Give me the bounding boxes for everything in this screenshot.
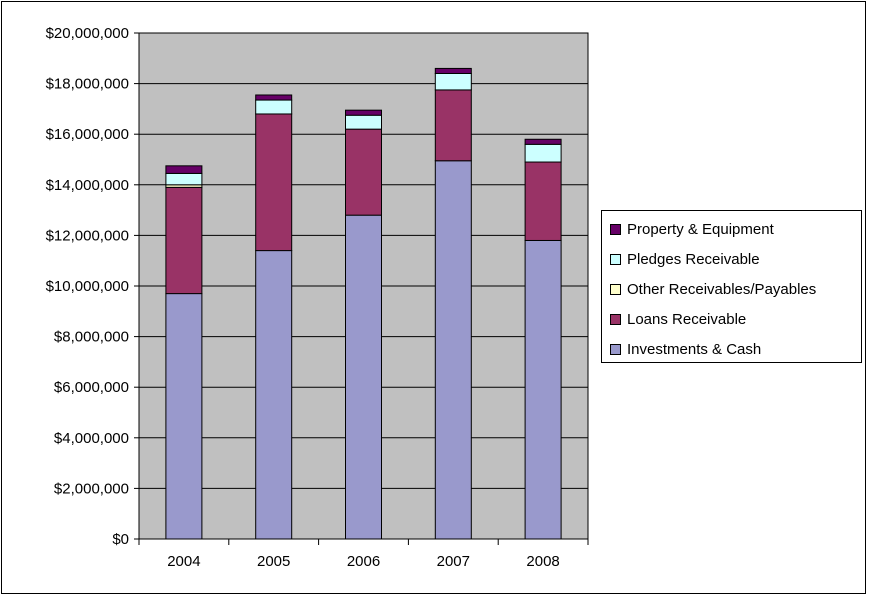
bar-segment xyxy=(434,72,472,91)
legend-label: Property & Equipment xyxy=(627,220,774,238)
legend-item: Property & Equipment xyxy=(610,219,774,239)
y-tick-label: $6,000,000 xyxy=(54,379,129,396)
legend-swatch xyxy=(610,313,621,325)
bar-stacks xyxy=(165,67,562,540)
legend-item: Loans Receivable xyxy=(610,309,746,329)
bar-segment xyxy=(345,128,382,216)
y-tick-label: $8,000,000 xyxy=(54,329,129,346)
bar-segment xyxy=(255,99,293,115)
y-tick-label: $2,000,000 xyxy=(54,480,129,497)
x-tick-label: 2005 xyxy=(257,553,290,570)
legend-label: Loans Receivable xyxy=(627,310,747,328)
bar-segment xyxy=(345,214,382,540)
bar-stack-2008 xyxy=(524,138,562,540)
bar-stack-2007 xyxy=(434,67,472,540)
bar-stack-2004 xyxy=(165,165,203,540)
y-tick-label: $10,000,000 xyxy=(46,278,129,295)
bar-segment xyxy=(165,165,203,174)
legend-label: Pledges Receivable xyxy=(627,250,760,268)
legend-swatch xyxy=(610,253,621,265)
legend-swatch xyxy=(610,223,621,235)
legend-item: Other Receivables/Payables xyxy=(610,279,816,299)
bar-segment xyxy=(345,114,382,130)
x-tick-labels: 2004 2005 2006 2007 2008 xyxy=(167,553,560,570)
legend-label: Investments & Cash xyxy=(627,340,762,358)
bar-segment xyxy=(255,250,293,540)
bar-stack-2006 xyxy=(345,109,382,540)
y-tick-label: $18,000,000 xyxy=(46,76,129,93)
y-tick-label: $20,000,000 xyxy=(46,25,129,42)
x-tick-label: 2008 xyxy=(526,553,559,570)
bar-segment xyxy=(434,67,472,74)
bar-segment xyxy=(255,94,293,101)
bar-segment xyxy=(524,138,562,145)
bar-segment xyxy=(524,161,562,241)
y-tick-label: $12,000,000 xyxy=(46,227,129,244)
legend-item: Pledges Receivable xyxy=(610,249,760,269)
bar-segment xyxy=(165,186,203,295)
y-tick-label: $0 xyxy=(112,531,129,548)
y-tick-labels: $0 $2,000,000 $4,000,000 $6,000,000 $8,000,0… xyxy=(46,25,129,548)
bar-segment xyxy=(434,89,472,162)
y-tick-label: $4,000,000 xyxy=(54,430,129,447)
y-tick-label: $14,000,000 xyxy=(46,177,129,194)
legend-item: Investments & Cash xyxy=(610,339,761,359)
bar-segment xyxy=(165,172,203,186)
bar-segment xyxy=(255,113,293,252)
legend-swatch xyxy=(610,343,621,355)
bar-segment xyxy=(345,109,382,116)
bar-segment xyxy=(165,293,203,540)
y-tick-label: $16,000,000 xyxy=(46,126,129,143)
x-tick-label: 2004 xyxy=(167,553,200,570)
bar-stack-2005 xyxy=(255,94,293,540)
bar-segment xyxy=(524,239,562,540)
x-tick-label: 2006 xyxy=(347,553,380,570)
legend: Property & Equipment Pledges Receivable Ot… xyxy=(601,210,862,363)
legend-label: Other Receivables/Payables xyxy=(627,280,817,298)
bar-segment xyxy=(434,160,472,540)
axes xyxy=(134,32,589,545)
bar-segment xyxy=(524,143,562,163)
legend-swatch xyxy=(610,283,621,295)
x-tick-label: 2007 xyxy=(437,553,470,570)
